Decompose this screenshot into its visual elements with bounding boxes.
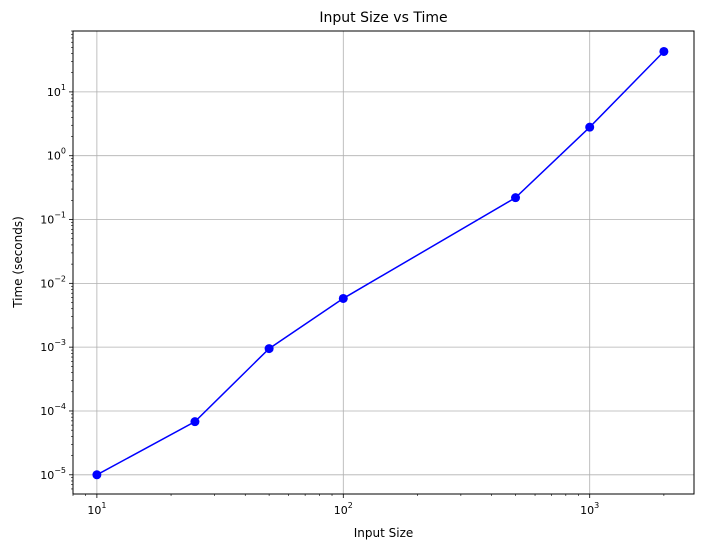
y-tick-label: 10−3 [40, 338, 66, 354]
major-ticks [69, 91, 591, 498]
y-tick-label: 10−5 [40, 466, 66, 482]
data-point [92, 470, 102, 480]
y-tick-label: 10−4 [40, 402, 66, 418]
y-tick-label: 100 [47, 147, 66, 163]
chart-title: Input Size vs Time [319, 10, 447, 26]
series [92, 46, 669, 480]
data-point [338, 293, 348, 303]
y-tick-label: 10−1 [40, 211, 66, 227]
data-point [190, 417, 200, 427]
x-tick-label: 101 [87, 501, 106, 517]
y-tick-label: 10−2 [40, 274, 66, 290]
data-point [511, 193, 521, 203]
x-tick-label: 103 [580, 501, 599, 517]
y-tick-label: 101 [47, 83, 66, 99]
y-axis-label: Time (seconds) [11, 216, 25, 309]
grid [73, 31, 694, 494]
plot-frame [72, 30, 695, 495]
x-tick-label: 102 [334, 501, 353, 517]
data-point [264, 344, 274, 354]
data-point [585, 122, 595, 132]
data-point [659, 46, 669, 56]
x-axis-label: Input Size [354, 526, 414, 540]
tick-labels: 101 102 103 10−5 10−4 10−3 10−2 10−1 100 101 [40, 83, 599, 517]
